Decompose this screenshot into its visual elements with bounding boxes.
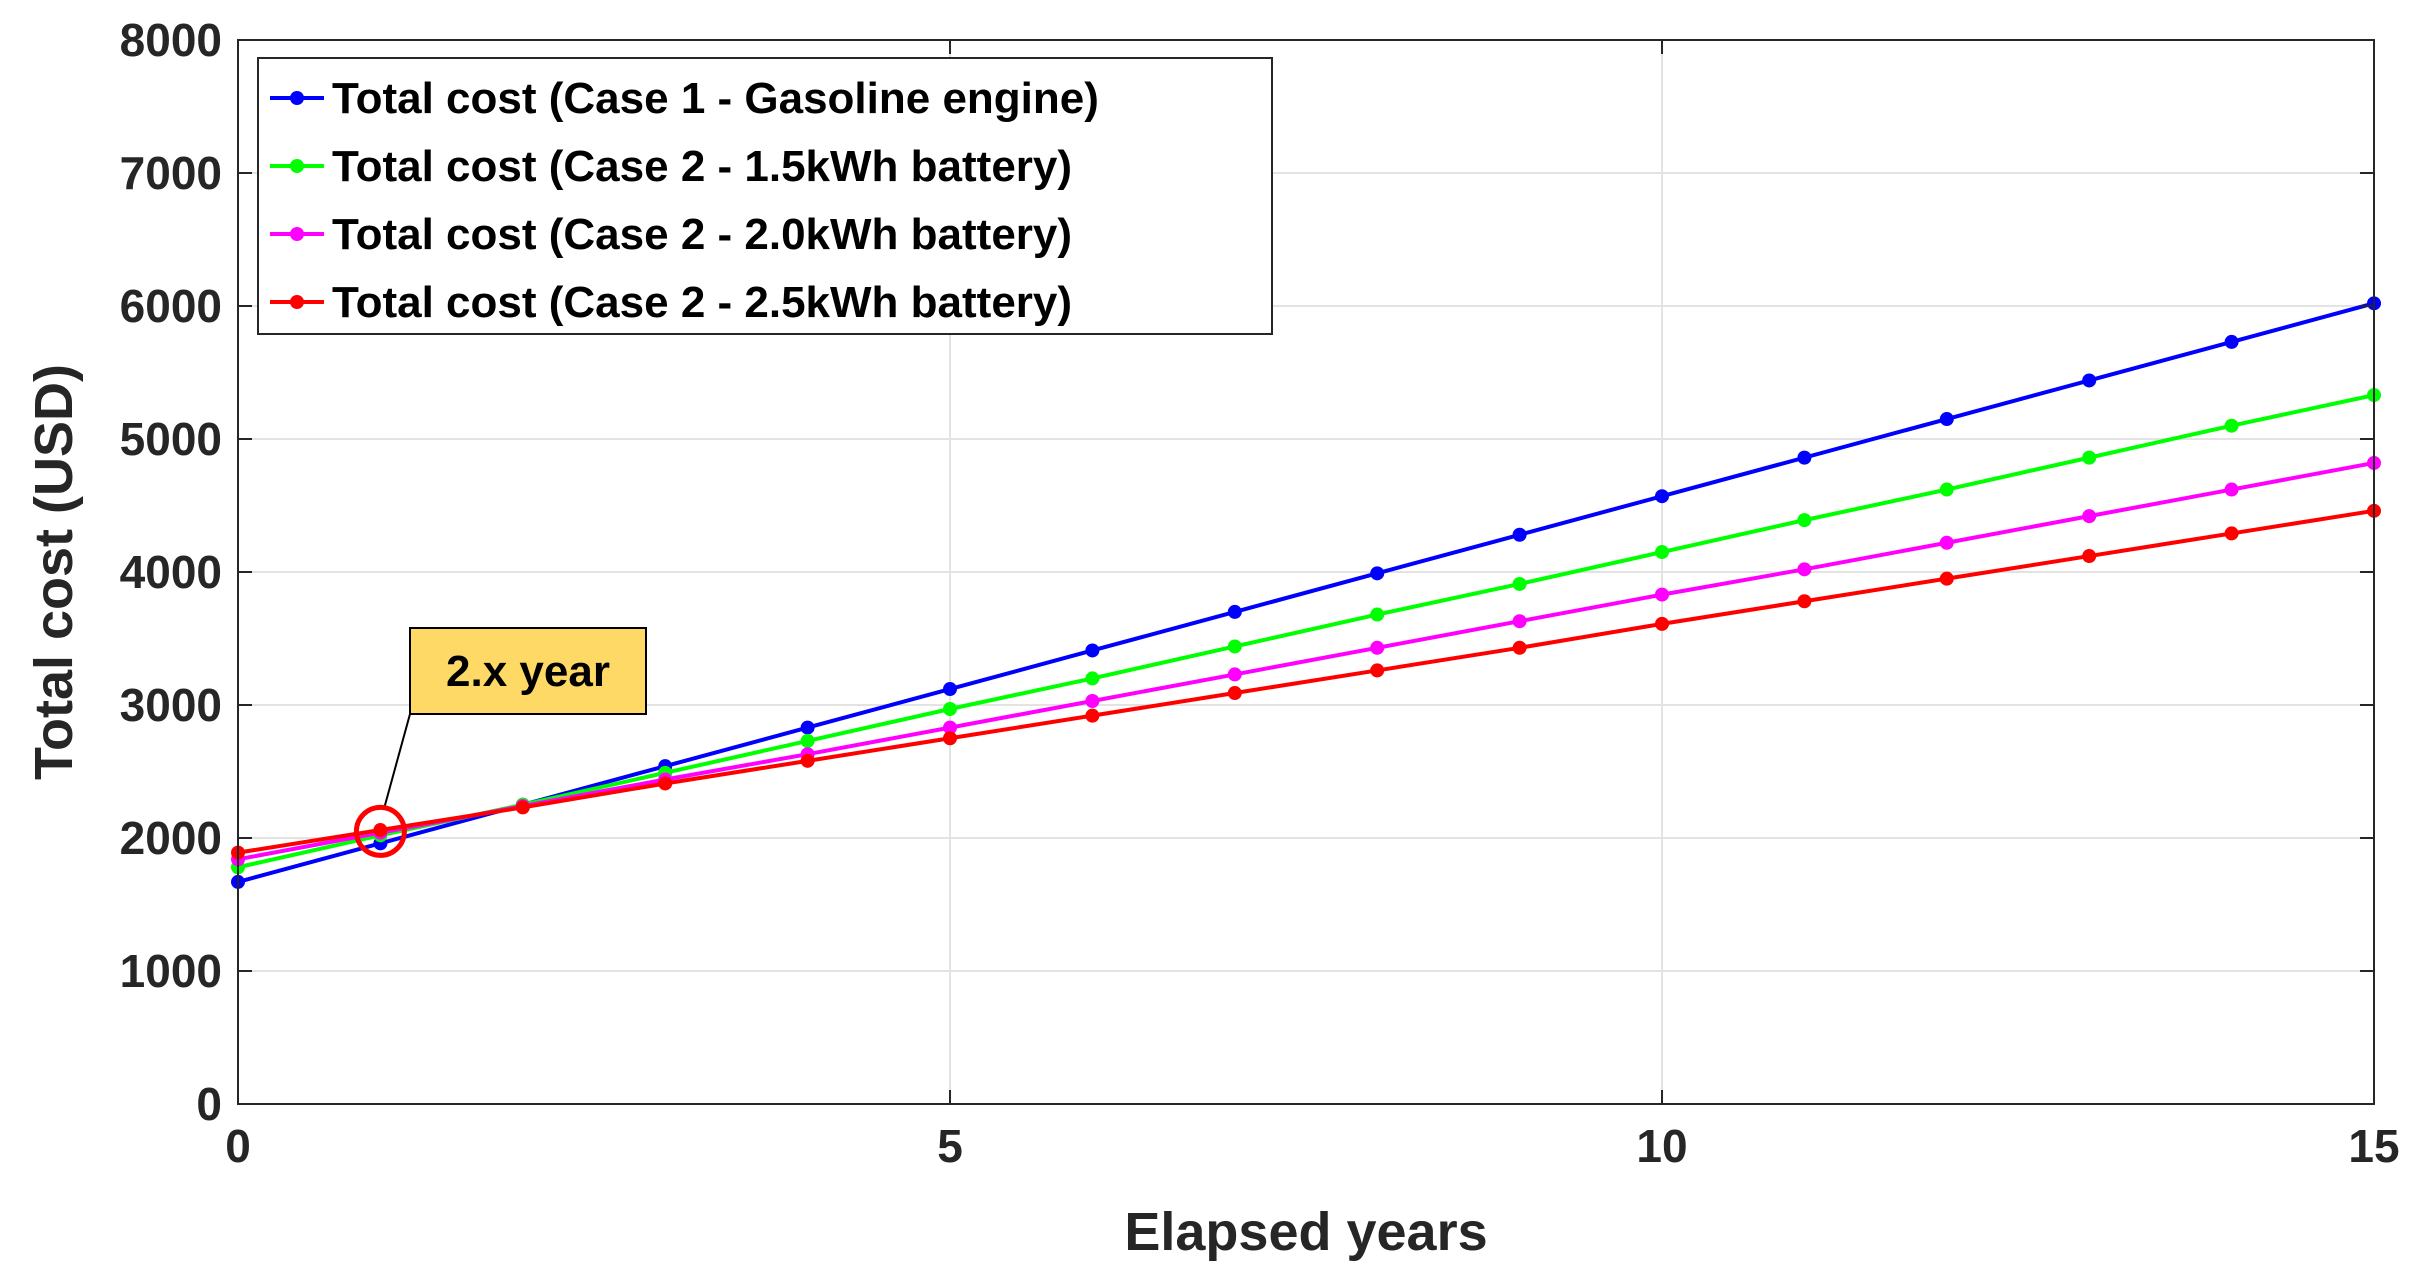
data-point (1512, 527, 1527, 542)
data-point (943, 731, 957, 746)
legend-label: Total cost (Case 2 - 2.5kWh battery) (332, 278, 1072, 327)
legend-marker (290, 91, 304, 105)
data-point (658, 776, 673, 791)
data-point (1085, 694, 1100, 709)
x-axis-title: Elapsed years (1124, 1202, 1487, 1262)
data-point (1655, 545, 1669, 560)
data-point (1939, 482, 1954, 497)
series-1 (231, 296, 2381, 889)
y-tick-label: 7000 (120, 147, 222, 199)
data-point (2082, 509, 2097, 524)
data-point (1512, 576, 1527, 591)
series-line (237, 301, 2375, 884)
annotation-circle-marker (353, 804, 407, 858)
data-point (1939, 571, 1954, 586)
data-point (1797, 450, 1812, 465)
y-tick-label: 2000 (120, 812, 222, 864)
x-tick-label: 0 (225, 1120, 251, 1172)
y-axis-title: Total cost (USD) (24, 364, 84, 780)
y-tick-label: 1000 (120, 945, 222, 997)
data-point (1512, 614, 1527, 629)
data-point (2082, 450, 2097, 465)
data-point (1370, 607, 1385, 622)
legend-entry-4: Total cost (Case 2 - 2.5kWh battery) (270, 278, 1072, 327)
data-point (1939, 412, 1954, 427)
data-point (1227, 686, 1242, 701)
data-point (1939, 535, 1954, 550)
y-tick-label: 3000 (120, 679, 222, 731)
data-point (1085, 643, 1100, 658)
data-point (2082, 549, 2097, 564)
data-point (800, 720, 815, 735)
legend: Total cost (Case 1 - Gasoline engine) Tot… (257, 57, 1273, 335)
data-point (1370, 566, 1385, 581)
series-line (237, 508, 2375, 855)
data-point (1227, 604, 1242, 619)
legend-marker (290, 159, 304, 173)
data-point (1085, 708, 1100, 723)
x-tick-label: 15 (2348, 1120, 2399, 1172)
legend-label: Total cost (Case 1 - Gasoline engine) (332, 74, 1099, 123)
data-point (2224, 418, 2239, 433)
y-tick-label: 0 (196, 1078, 222, 1130)
axis-ticks: 0 5 10 15 0 1000 2000 3000 4000 5000 6000 7000 8000 (120, 14, 2400, 1172)
legend-box (257, 57, 1273, 335)
data-point (1797, 594, 1812, 609)
y-tick-label: 5000 (120, 413, 222, 465)
x-tick-label: 10 (1636, 1120, 1687, 1172)
y-tick-label: 4000 (120, 546, 222, 598)
data-point (1227, 639, 1242, 654)
data-point (1655, 616, 1669, 631)
data-point (1655, 489, 1669, 504)
data-point (1655, 587, 1669, 602)
legend-label: Total cost (Case 2 - 1.5kWh battery) (332, 142, 1072, 191)
data-point (1085, 671, 1100, 686)
legend-marker (290, 227, 304, 241)
data-point (800, 733, 815, 748)
data-point (515, 800, 530, 815)
data-point (1370, 640, 1385, 655)
series-line (237, 460, 2375, 862)
y-tick-label: 8000 (120, 14, 222, 66)
data-point (2224, 482, 2239, 497)
data-point (800, 753, 815, 768)
annotation-box (409, 627, 647, 715)
legend-marker (290, 295, 304, 309)
annotation-label: 2.x year (446, 647, 610, 696)
legend-label: Total cost (Case 2 - 2.0kWh battery) (332, 210, 1072, 259)
series-group (231, 296, 2381, 889)
legend-entry-2: Total cost (Case 2 - 1.5kWh battery) (270, 142, 1072, 191)
data-point (1797, 513, 1812, 528)
legend-entry-1: Total cost (Case 1 - Gasoline engine) (270, 74, 1099, 123)
annotation-arrow (383, 713, 411, 808)
data-point (1370, 663, 1385, 678)
legend-entry-3: Total cost (Case 2 - 2.0kWh battery) (270, 210, 1072, 259)
data-point (2082, 373, 2097, 388)
data-point (943, 701, 957, 716)
data-point (1797, 562, 1812, 577)
data-point (2224, 526, 2239, 541)
data-point (2224, 334, 2239, 349)
series-line (237, 393, 2375, 870)
y-tick-label: 6000 (120, 280, 222, 332)
series-4 (231, 503, 2381, 860)
data-point (373, 823, 388, 838)
x-tick-label: 5 (937, 1120, 963, 1172)
data-point (1227, 667, 1242, 682)
data-point (943, 720, 957, 735)
data-point (943, 682, 957, 697)
data-point (1512, 640, 1527, 655)
annotation: 2.x year (353, 627, 647, 858)
